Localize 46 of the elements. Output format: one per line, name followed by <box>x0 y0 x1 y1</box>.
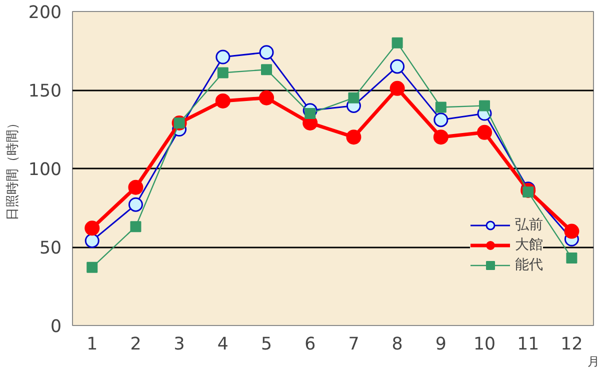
x-tick-label: 3 <box>174 334 185 354</box>
y-tick-label: 100 <box>28 160 62 180</box>
point <box>435 102 446 113</box>
legend-label: 大館 <box>515 236 543 254</box>
point <box>566 252 578 264</box>
y-tick-label: 0 <box>50 317 62 337</box>
x-tick-label: 2 <box>130 334 142 354</box>
legend-label: 弘前 <box>515 216 543 234</box>
x-tick-label: 11 <box>517 334 540 354</box>
point <box>564 224 580 239</box>
point <box>434 112 448 128</box>
point <box>84 233 100 248</box>
point <box>128 180 144 195</box>
y-tick-label: 150 <box>28 82 62 102</box>
point <box>259 45 274 60</box>
point <box>86 262 98 273</box>
point <box>216 50 230 64</box>
point <box>130 221 142 232</box>
x-tick-label: 12 <box>560 334 583 354</box>
x-tick-label: 7 <box>348 334 360 354</box>
y-tick-label: 200 <box>28 3 62 23</box>
point <box>390 59 405 74</box>
point <box>84 220 100 236</box>
y-axis-title: 日照時間（時間） <box>5 116 20 220</box>
point <box>346 130 362 145</box>
x-tick-label: 9 <box>435 334 446 354</box>
point <box>477 124 492 140</box>
point <box>215 94 230 108</box>
legend-label: 能代 <box>515 256 543 274</box>
point <box>128 197 143 212</box>
x-tick-label: 10 <box>473 334 496 354</box>
point <box>348 92 360 104</box>
point <box>261 64 272 76</box>
x-tick-label: 1 <box>86 334 98 354</box>
y-tick-label: 50 <box>39 238 62 258</box>
x-tick-label: 5 <box>261 334 272 354</box>
x-axis-title: 月 <box>588 354 600 368</box>
point <box>259 90 274 106</box>
x-tick-label: 4 <box>217 334 228 354</box>
x-tick-label: 8 <box>392 334 403 354</box>
x-tick-label: 6 <box>304 334 316 354</box>
point <box>217 67 228 78</box>
point <box>392 37 403 48</box>
point <box>390 80 405 96</box>
point <box>479 100 490 112</box>
point <box>433 130 448 145</box>
